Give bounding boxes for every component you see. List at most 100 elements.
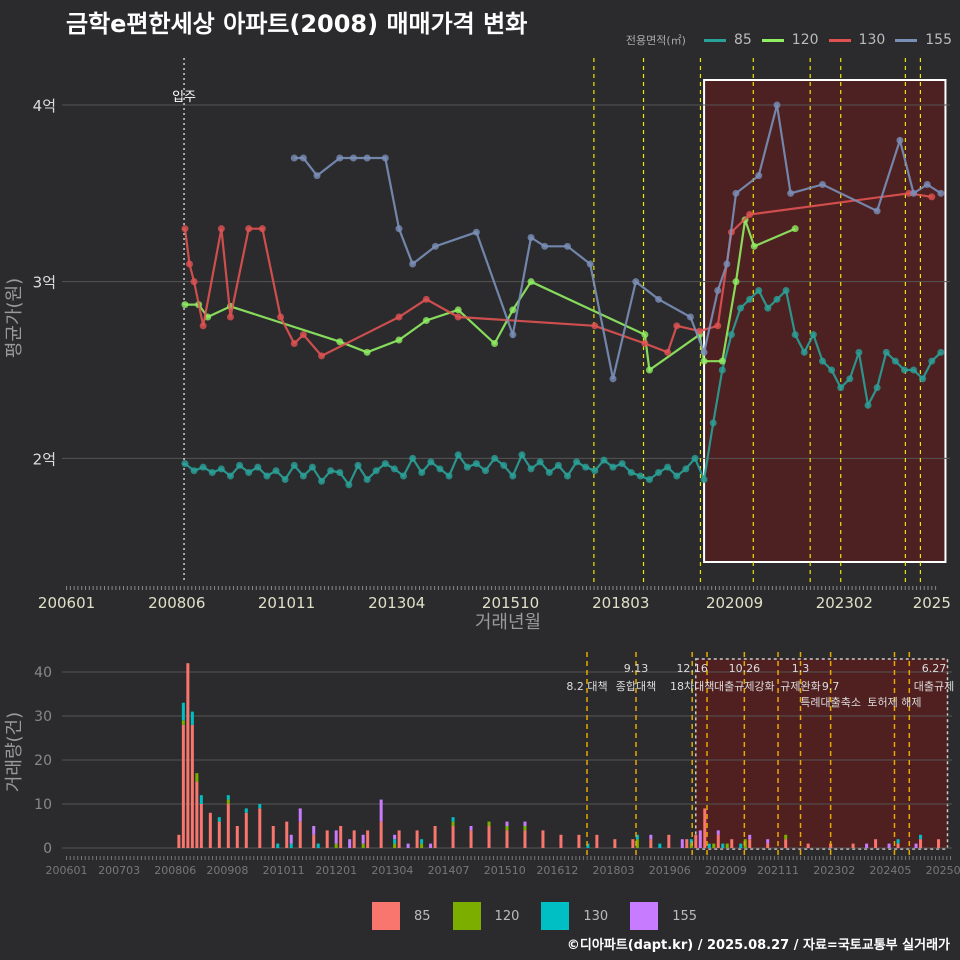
- bar-85: [325, 830, 329, 848]
- data-point-155: [313, 172, 321, 180]
- data-point-155: [937, 189, 945, 197]
- data-point-130: [277, 313, 285, 321]
- data-point-120: [732, 278, 740, 286]
- bar-85: [766, 843, 770, 848]
- data-point-85: [236, 461, 244, 469]
- bar-155: [361, 834, 365, 844]
- data-point-85: [281, 476, 289, 484]
- bottom-x-tick-label: 200908: [206, 864, 248, 877]
- bar-85: [577, 834, 581, 848]
- policy-annotation: 토허제 해제: [867, 695, 921, 709]
- data-point-155: [923, 181, 931, 188]
- data-point-130: [673, 322, 681, 330]
- bar-85: [415, 830, 419, 848]
- bar-85: [716, 834, 720, 848]
- policy-annotation: 10.26: [729, 662, 761, 675]
- data-point-85: [700, 476, 708, 484]
- data-point-85: [181, 460, 189, 468]
- data-point-85: [673, 472, 681, 480]
- bar-85: [784, 839, 788, 848]
- bar-130: [420, 839, 424, 844]
- bottom-y-tick-label: 30: [34, 709, 52, 725]
- bar-155: [312, 826, 316, 835]
- data-point-85: [208, 468, 216, 476]
- data-point-85: [910, 366, 918, 374]
- data-point-85: [937, 348, 945, 356]
- data-point-85: [709, 419, 717, 427]
- data-point-85: [864, 401, 872, 409]
- top-legend-item-120: 120: [761, 32, 819, 48]
- data-point-120: [454, 306, 462, 314]
- policy-annotation: 종합대책: [616, 680, 656, 693]
- data-point-85: [381, 460, 389, 468]
- bar-155: [469, 826, 473, 831]
- data-point-155: [655, 295, 663, 303]
- bar-155: [523, 821, 527, 826]
- bottom-legend-item-130: 130: [541, 902, 608, 930]
- bar-130: [226, 795, 230, 800]
- data-point-85: [400, 472, 408, 480]
- data-point-85: [509, 472, 517, 480]
- bottom-y-tick-label: 0: [43, 841, 52, 857]
- data-point-155: [632, 278, 640, 286]
- top-legend-label-85: 85: [733, 32, 752, 48]
- data-point-85: [809, 331, 817, 339]
- data-point-85: [318, 477, 326, 485]
- data-point-85: [846, 375, 854, 383]
- data-point-155: [509, 331, 517, 339]
- data-point-155: [873, 207, 881, 215]
- legend-swatch-85: [372, 902, 400, 930]
- data-point-85: [409, 454, 417, 462]
- bar-85: [694, 834, 698, 848]
- bar-85: [896, 843, 900, 848]
- bar-130: [919, 834, 923, 840]
- data-point-85: [390, 465, 398, 473]
- data-point-120: [641, 331, 649, 339]
- legend-swatch-120: [452, 902, 481, 930]
- bottom-x-tick-label: 202302: [813, 864, 855, 877]
- data-point-120: [395, 336, 403, 344]
- data-point-85: [764, 304, 772, 312]
- policy-annotation: 8.2 대책: [566, 680, 607, 693]
- bar-120: [635, 839, 639, 848]
- data-point-120: [336, 338, 344, 346]
- data-point-130: [199, 322, 207, 330]
- data-point-85: [573, 458, 581, 466]
- data-point-130: [258, 225, 266, 233]
- bar-130: [721, 843, 725, 848]
- bar-120: [226, 799, 230, 804]
- bar-85: [195, 782, 199, 848]
- data-point-85: [518, 451, 526, 459]
- data-point-155: [527, 234, 535, 241]
- data-point-120: [527, 278, 535, 286]
- bar-85: [748, 839, 752, 848]
- bottom-x-tick-label: 201612: [536, 864, 578, 877]
- bar-85: [559, 834, 563, 848]
- data-point-130: [591, 322, 599, 330]
- data-point-85: [299, 472, 307, 480]
- data-point-155: [395, 225, 403, 233]
- bar-85: [397, 830, 401, 848]
- data-point-85: [737, 304, 745, 312]
- data-point-85: [327, 467, 335, 475]
- bar-85: [613, 839, 617, 848]
- bar-155: [393, 834, 397, 840]
- data-point-85: [272, 467, 280, 475]
- bar-85: [285, 821, 289, 848]
- bar-85: [177, 834, 181, 848]
- data-point-85: [800, 348, 808, 356]
- data-point-155: [431, 242, 439, 250]
- bottom-x-tick-label: 202405: [869, 864, 911, 877]
- data-point-130: [928, 193, 936, 201]
- bar-130: [190, 711, 194, 725]
- x-tick-label: 200806: [148, 594, 205, 612]
- bar-130: [258, 804, 262, 809]
- data-point-85: [655, 468, 663, 476]
- bottom-legend-item-155: 155: [630, 902, 697, 930]
- bar-155: [887, 843, 891, 848]
- data-point-155: [586, 260, 594, 268]
- x-tick-label: 201803: [592, 594, 649, 612]
- bar-130: [689, 839, 693, 844]
- data-point-85: [445, 472, 453, 480]
- bar-85: [244, 812, 248, 848]
